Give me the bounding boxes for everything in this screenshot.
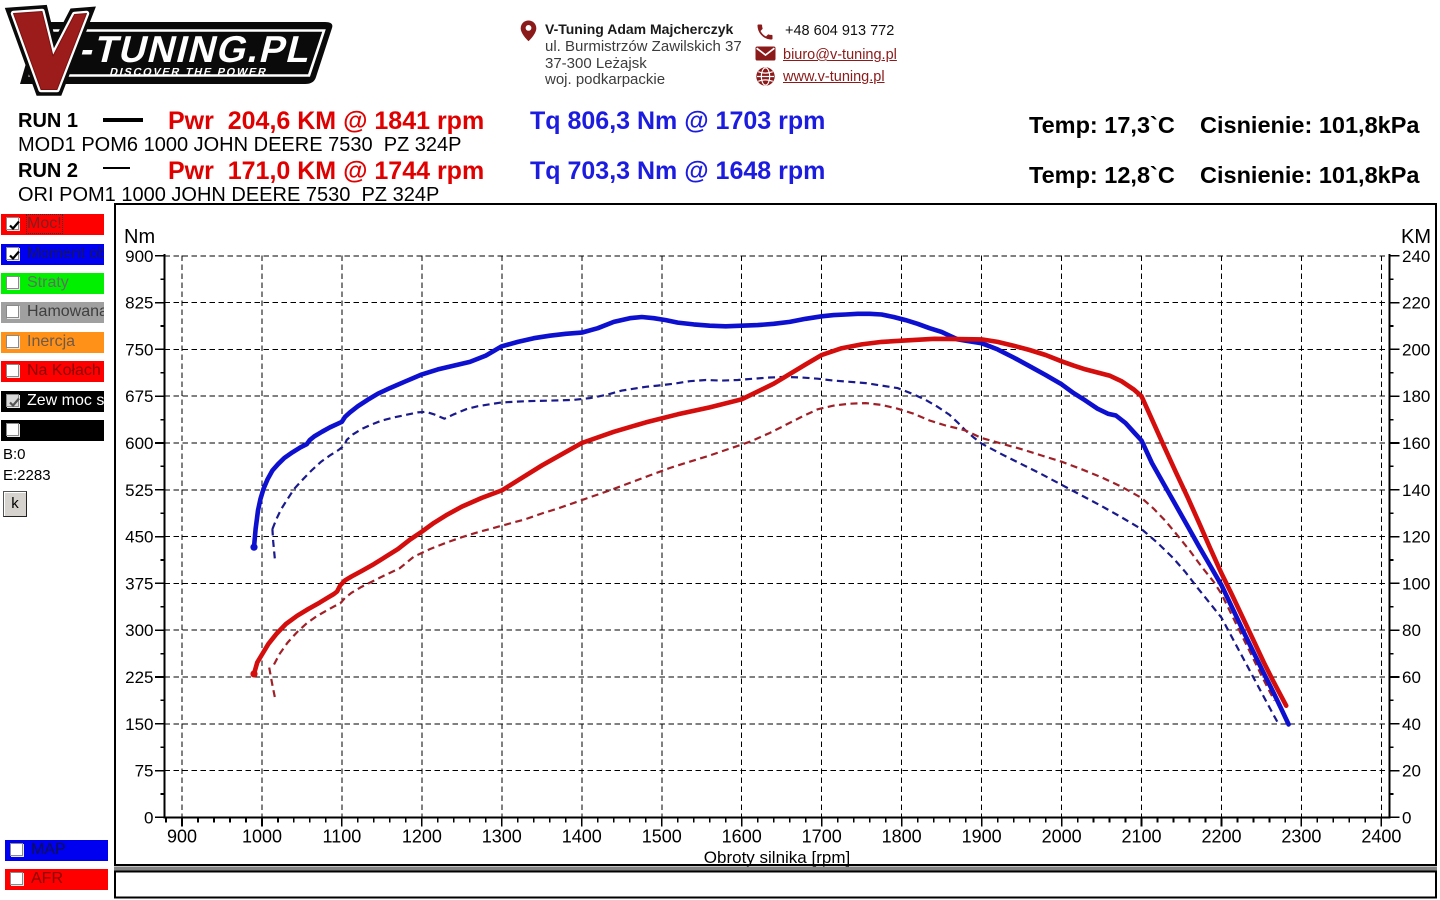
svg-text:900: 900 [125, 247, 153, 266]
svg-text:40: 40 [1402, 715, 1421, 734]
svg-text:75: 75 [135, 762, 154, 781]
svg-text:80: 80 [1402, 621, 1421, 640]
svg-text:220: 220 [1402, 294, 1430, 313]
svg-text:300: 300 [125, 621, 153, 640]
svg-text:DISCOVER THE POWER: DISCOVER THE POWER [108, 67, 269, 79]
svg-text:1300: 1300 [482, 827, 522, 847]
svg-text:225: 225 [125, 668, 153, 687]
svg-text:1700: 1700 [802, 827, 842, 847]
svg-text:150: 150 [125, 715, 153, 734]
svg-text:2200: 2200 [1201, 827, 1241, 847]
svg-text:-TUNING.PL: -TUNING.PL [76, 30, 317, 71]
svg-text:100: 100 [1402, 574, 1430, 593]
svg-text:1200: 1200 [402, 827, 442, 847]
svg-text:1900: 1900 [962, 827, 1002, 847]
svg-text:525: 525 [125, 481, 153, 500]
svg-text:140: 140 [1402, 481, 1430, 500]
svg-text:20: 20 [1402, 762, 1421, 781]
svg-text:1400: 1400 [562, 827, 602, 847]
svg-text:180: 180 [1402, 387, 1430, 406]
svg-text:1600: 1600 [722, 827, 762, 847]
svg-text:900: 900 [167, 827, 197, 847]
svg-text:160: 160 [1402, 434, 1430, 453]
svg-text:750: 750 [125, 340, 153, 359]
svg-text:1100: 1100 [323, 827, 362, 847]
svg-text:1500: 1500 [642, 827, 682, 847]
svg-text:2300: 2300 [1281, 827, 1321, 847]
svg-text:2100: 2100 [1121, 827, 1161, 847]
svg-text:0: 0 [144, 808, 153, 827]
svg-text:2400: 2400 [1361, 827, 1401, 847]
svg-text:Nm: Nm [124, 226, 155, 248]
svg-text:120: 120 [1402, 528, 1430, 547]
svg-text:0: 0 [1402, 808, 1411, 827]
svg-text:1800: 1800 [882, 827, 922, 847]
svg-text:1000: 1000 [242, 827, 282, 847]
svg-text:2000: 2000 [1042, 827, 1082, 847]
svg-text:600: 600 [125, 434, 153, 453]
svg-text:825: 825 [125, 294, 153, 313]
svg-text:Obroty silnika [rpm]: Obroty silnika [rpm] [704, 848, 850, 867]
svg-text:675: 675 [125, 387, 153, 406]
svg-text:375: 375 [125, 574, 153, 593]
svg-text:200: 200 [1402, 340, 1430, 359]
svg-text:60: 60 [1402, 668, 1421, 687]
svg-text:240: 240 [1402, 247, 1430, 266]
svg-text:KM: KM [1401, 226, 1431, 248]
svg-text:450: 450 [125, 528, 153, 547]
